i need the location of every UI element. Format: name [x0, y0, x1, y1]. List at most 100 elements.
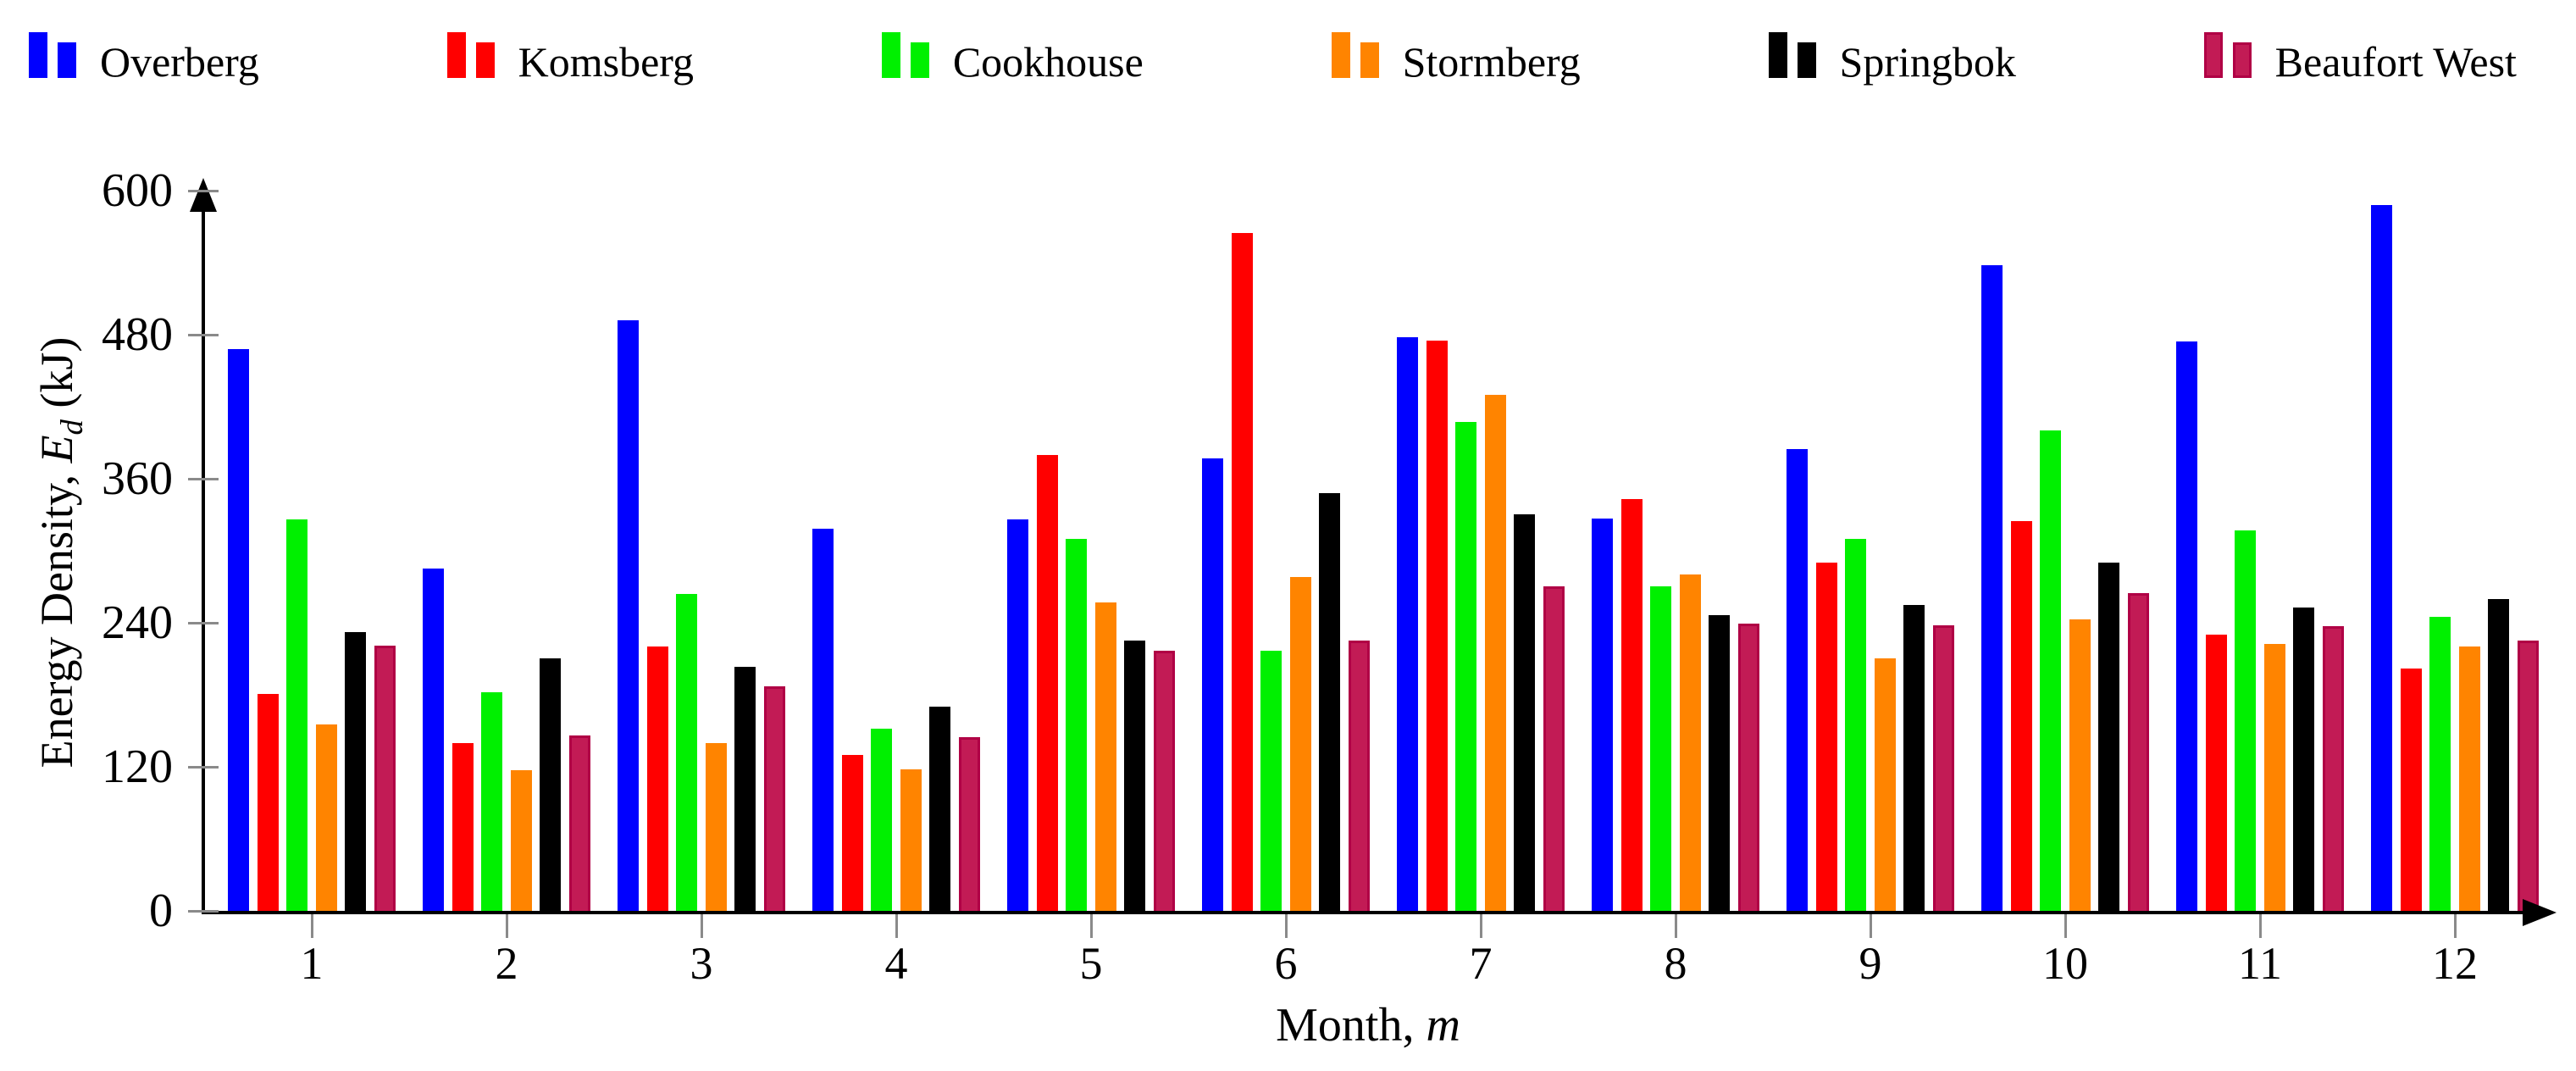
month-label-7: 7 — [1469, 938, 1493, 989]
bar-springbok-month-4 — [929, 707, 950, 914]
month-label-1: 1 — [300, 938, 324, 989]
legend-swatch-icon-komsberg — [446, 31, 495, 78]
legend-swatch-bar-tall — [1768, 32, 1787, 78]
bar-stormberg-month-7 — [1485, 395, 1506, 914]
legend-swatch-bar-tall — [446, 32, 466, 78]
legend-label-springbok: Springbok — [1839, 38, 2016, 86]
bar-beaufort-west-month-5 — [1154, 651, 1175, 914]
bar-beaufort-west-month-9 — [1933, 625, 1954, 914]
y-tick-120 — [188, 766, 219, 769]
bar-beaufort-west-month-3 — [764, 686, 785, 914]
y-tick-label-600: 600 — [102, 164, 173, 217]
x-tick-6 — [1284, 914, 1288, 938]
bar-cookhouse-month-11 — [2235, 530, 2256, 914]
bar-overberg-month-4 — [812, 529, 834, 914]
bar-springbok-month-8 — [1709, 615, 1730, 914]
bar-beaufort-west-month-11 — [2323, 626, 2344, 914]
x-tick-3 — [700, 914, 703, 938]
y-tick-600 — [188, 190, 219, 192]
legend-item-komsberg: Komsberg — [446, 31, 694, 83]
month-label-11: 11 — [2238, 938, 2282, 989]
legend-swatch-bar-tall — [29, 32, 47, 78]
legend-swatch-bar-short — [475, 42, 495, 78]
bar-stormberg-month-1 — [316, 724, 337, 914]
legend-swatch-bar-tall — [1331, 32, 1350, 78]
bar-springbok-month-12 — [2488, 599, 2509, 914]
legend-label-overberg: Overberg — [100, 38, 259, 86]
bar-beaufort-west-month-10 — [2128, 593, 2149, 914]
bar-stormberg-month-6 — [1290, 577, 1311, 914]
legend-swatch-icon-stormberg — [1331, 31, 1379, 78]
bar-komsberg-month-11 — [2206, 635, 2227, 914]
bar-stormberg-month-5 — [1095, 602, 1116, 914]
legend-swatch-bar-short — [2232, 42, 2252, 78]
legend-item-beaufort-west: Beaufort West — [2203, 31, 2517, 83]
x-axis-label: Month, m — [1276, 999, 1460, 1052]
bar-overberg-month-10 — [1981, 265, 2003, 914]
bar-cookhouse-month-3 — [676, 594, 697, 914]
bar-overberg-month-8 — [1592, 519, 1613, 914]
bar-springbok-month-2 — [540, 658, 561, 914]
legend-swatch-bar-short — [1360, 42, 1379, 78]
bar-stormberg-month-4 — [900, 769, 922, 914]
bar-komsberg-month-1 — [258, 694, 279, 914]
bar-komsberg-month-4 — [842, 755, 863, 914]
bar-overberg-month-7 — [1397, 337, 1418, 914]
y-tick-360 — [188, 478, 219, 480]
bar-beaufort-west-month-4 — [959, 737, 980, 914]
y-tick-label-120: 120 — [102, 741, 173, 793]
bar-overberg-month-12 — [2371, 205, 2392, 914]
legend-swatch-bar-short — [910, 42, 929, 78]
bar-beaufort-west-month-12 — [2518, 641, 2539, 914]
x-tick-7 — [1479, 914, 1482, 938]
legend-swatch-icon-springbok — [1768, 31, 1816, 78]
chart-legend: Overberg Komsberg Cookhouse Stormberg Spring… — [29, 10, 2517, 83]
y-tick-0 — [188, 910, 219, 913]
bar-komsberg-month-5 — [1037, 455, 1058, 914]
x-tick-8 — [1674, 914, 1677, 938]
bar-overberg-month-9 — [1787, 449, 1808, 914]
y-tick-480 — [188, 334, 219, 336]
legend-swatch-bar-short — [58, 42, 76, 78]
y-axis-line — [202, 208, 205, 914]
bar-stormberg-month-10 — [2069, 619, 2091, 914]
bar-springbok-month-9 — [1903, 605, 1925, 914]
bar-komsberg-month-2 — [452, 743, 474, 914]
bar-springbok-month-6 — [1319, 493, 1340, 914]
bar-stormberg-month-12 — [2459, 646, 2480, 914]
bar-komsberg-month-7 — [1426, 341, 1448, 914]
bar-springbok-month-5 — [1124, 641, 1145, 914]
bar-cookhouse-month-12 — [2429, 617, 2451, 914]
y-tick-label-240: 240 — [102, 597, 173, 649]
bar-beaufort-west-month-7 — [1543, 586, 1565, 914]
bar-stormberg-month-2 — [511, 770, 532, 914]
legend-label-stormberg: Stormberg — [1402, 38, 1581, 86]
legend-item-overberg: Overberg — [29, 31, 259, 83]
y-tick-label-0: 0 — [149, 885, 173, 937]
month-label-4: 4 — [884, 938, 908, 989]
legend-swatch-icon-cookhouse — [881, 31, 929, 78]
x-tick-2 — [505, 914, 508, 938]
bar-cookhouse-month-5 — [1066, 539, 1087, 914]
x-tick-12 — [2453, 914, 2457, 938]
month-label-8: 8 — [1664, 938, 1687, 989]
bar-overberg-month-6 — [1202, 458, 1223, 914]
bar-beaufort-west-month-2 — [569, 735, 590, 914]
legend-item-springbok: Springbok — [1768, 31, 2016, 83]
bar-springbok-month-1 — [345, 632, 366, 914]
bar-springbok-month-11 — [2293, 608, 2314, 914]
legend-swatch-bar-short — [1797, 42, 1816, 78]
month-label-9: 9 — [1859, 938, 1882, 989]
month-label-5: 5 — [1079, 938, 1103, 989]
legend-label-cookhouse: Cookhouse — [952, 38, 1144, 86]
bar-komsberg-month-9 — [1816, 563, 1837, 914]
bar-overberg-month-1 — [228, 349, 249, 914]
bar-cookhouse-month-2 — [481, 692, 502, 914]
bar-beaufort-west-month-6 — [1349, 641, 1370, 914]
month-label-10: 10 — [2042, 938, 2088, 989]
bar-beaufort-west-month-1 — [374, 646, 396, 914]
legend-swatch-icon-beaufort-west — [2203, 31, 2252, 78]
bar-komsberg-month-8 — [1621, 499, 1643, 914]
bar-cookhouse-month-9 — [1845, 539, 1866, 914]
